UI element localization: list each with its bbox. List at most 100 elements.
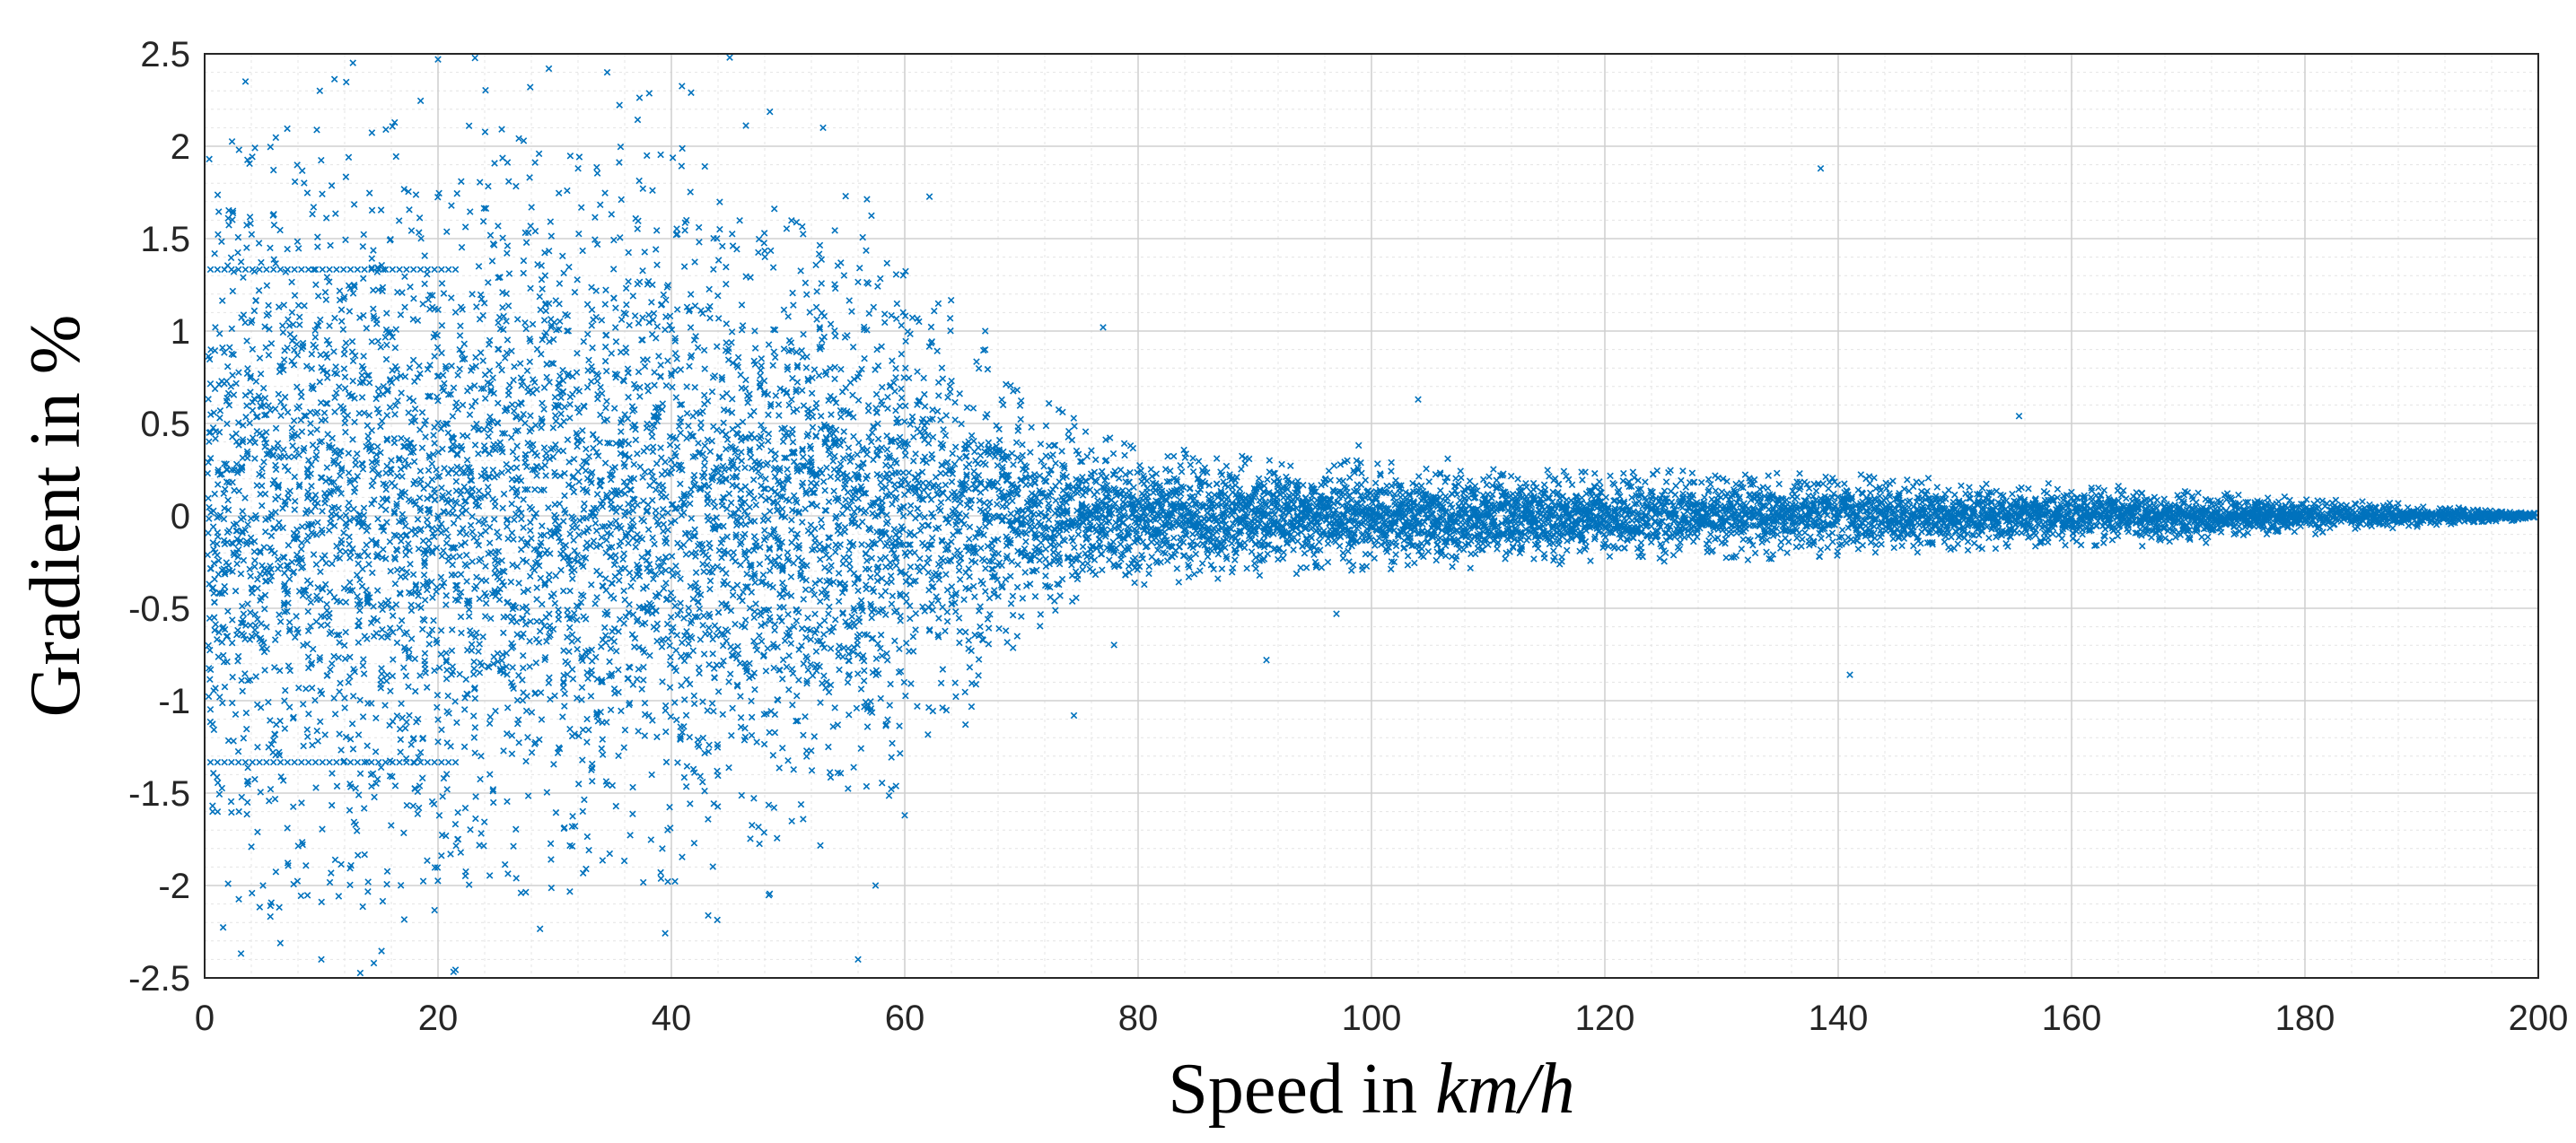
data-point (336, 296, 344, 304)
data-point (370, 305, 377, 313)
data-point (214, 808, 222, 816)
data-point (325, 278, 333, 285)
data-point (221, 625, 229, 633)
data-point (275, 303, 283, 310)
data-point (321, 495, 329, 503)
data-point (281, 725, 289, 732)
data-point (237, 258, 245, 266)
data-point (206, 454, 215, 462)
data-point (312, 531, 320, 538)
data-point (289, 320, 297, 328)
data-point (365, 412, 373, 419)
data-point (261, 490, 269, 498)
data-point (354, 592, 361, 600)
data-point (294, 405, 301, 412)
data-point (262, 344, 270, 352)
data-point (210, 589, 217, 598)
data-point (244, 676, 252, 685)
data-point (299, 592, 307, 599)
data-point (274, 440, 282, 447)
data-point (294, 877, 302, 885)
data-point (247, 515, 255, 522)
data-point (314, 292, 322, 300)
data-point (356, 576, 364, 584)
data-point (252, 297, 259, 305)
data-point (321, 552, 329, 559)
data-point (359, 378, 366, 385)
data-point (365, 561, 372, 568)
data-point (241, 318, 249, 327)
data-point (377, 423, 384, 431)
data-point (247, 220, 254, 227)
data-point (270, 222, 278, 229)
data-point (342, 339, 350, 347)
data-point (330, 522, 338, 529)
data-point (354, 622, 362, 630)
data-point (220, 651, 227, 659)
data-point (248, 231, 256, 239)
data-point (284, 408, 292, 416)
data-point (215, 694, 223, 701)
data-point (310, 266, 318, 274)
data-point (364, 437, 372, 445)
data-point (337, 448, 345, 455)
data-point (372, 320, 381, 327)
data-point (250, 548, 258, 555)
data-point (260, 565, 268, 572)
data-point (295, 481, 303, 489)
data-point (277, 773, 285, 781)
data-point (212, 435, 219, 442)
data-point (265, 402, 272, 409)
data-point (336, 383, 343, 390)
data-point (271, 636, 279, 643)
data-point (378, 665, 385, 672)
data-point (251, 610, 259, 618)
data-point (239, 422, 247, 429)
data-point (301, 179, 308, 187)
data-point (337, 306, 346, 314)
data-point (275, 390, 283, 398)
data-point (242, 709, 250, 717)
data-point (216, 406, 224, 414)
data-point (244, 763, 251, 772)
data-point (224, 880, 232, 887)
data-point (260, 412, 268, 419)
data-point (359, 518, 367, 525)
data-point (328, 801, 336, 809)
data-point (232, 438, 241, 445)
data-point (261, 394, 269, 402)
data-point (266, 326, 273, 333)
data-point (354, 472, 362, 480)
data-point (293, 613, 300, 620)
data-point (368, 482, 376, 490)
data-point (210, 507, 217, 515)
data-point (374, 286, 382, 293)
data-point (206, 564, 215, 572)
data-point (280, 404, 288, 411)
data-point (294, 526, 301, 534)
data-point (349, 545, 356, 553)
data-point (257, 396, 265, 404)
data-point (261, 605, 268, 613)
data-point (353, 827, 361, 834)
data-point (215, 589, 223, 598)
data-point (229, 209, 237, 217)
data-point (368, 782, 375, 790)
data-point (260, 458, 267, 466)
data-point (215, 653, 223, 660)
data-point (267, 912, 274, 921)
data-point (276, 368, 284, 376)
data-point (284, 125, 291, 133)
data-point (373, 616, 381, 624)
data-point (232, 587, 240, 595)
data-point (358, 394, 366, 401)
data-point (216, 414, 223, 422)
data-point (323, 353, 331, 362)
data-point (229, 207, 237, 214)
data-point (265, 310, 272, 318)
data-point (248, 584, 256, 591)
data-point (368, 426, 375, 434)
data-point (304, 607, 312, 615)
data-point (209, 802, 216, 809)
data-point (234, 545, 242, 554)
